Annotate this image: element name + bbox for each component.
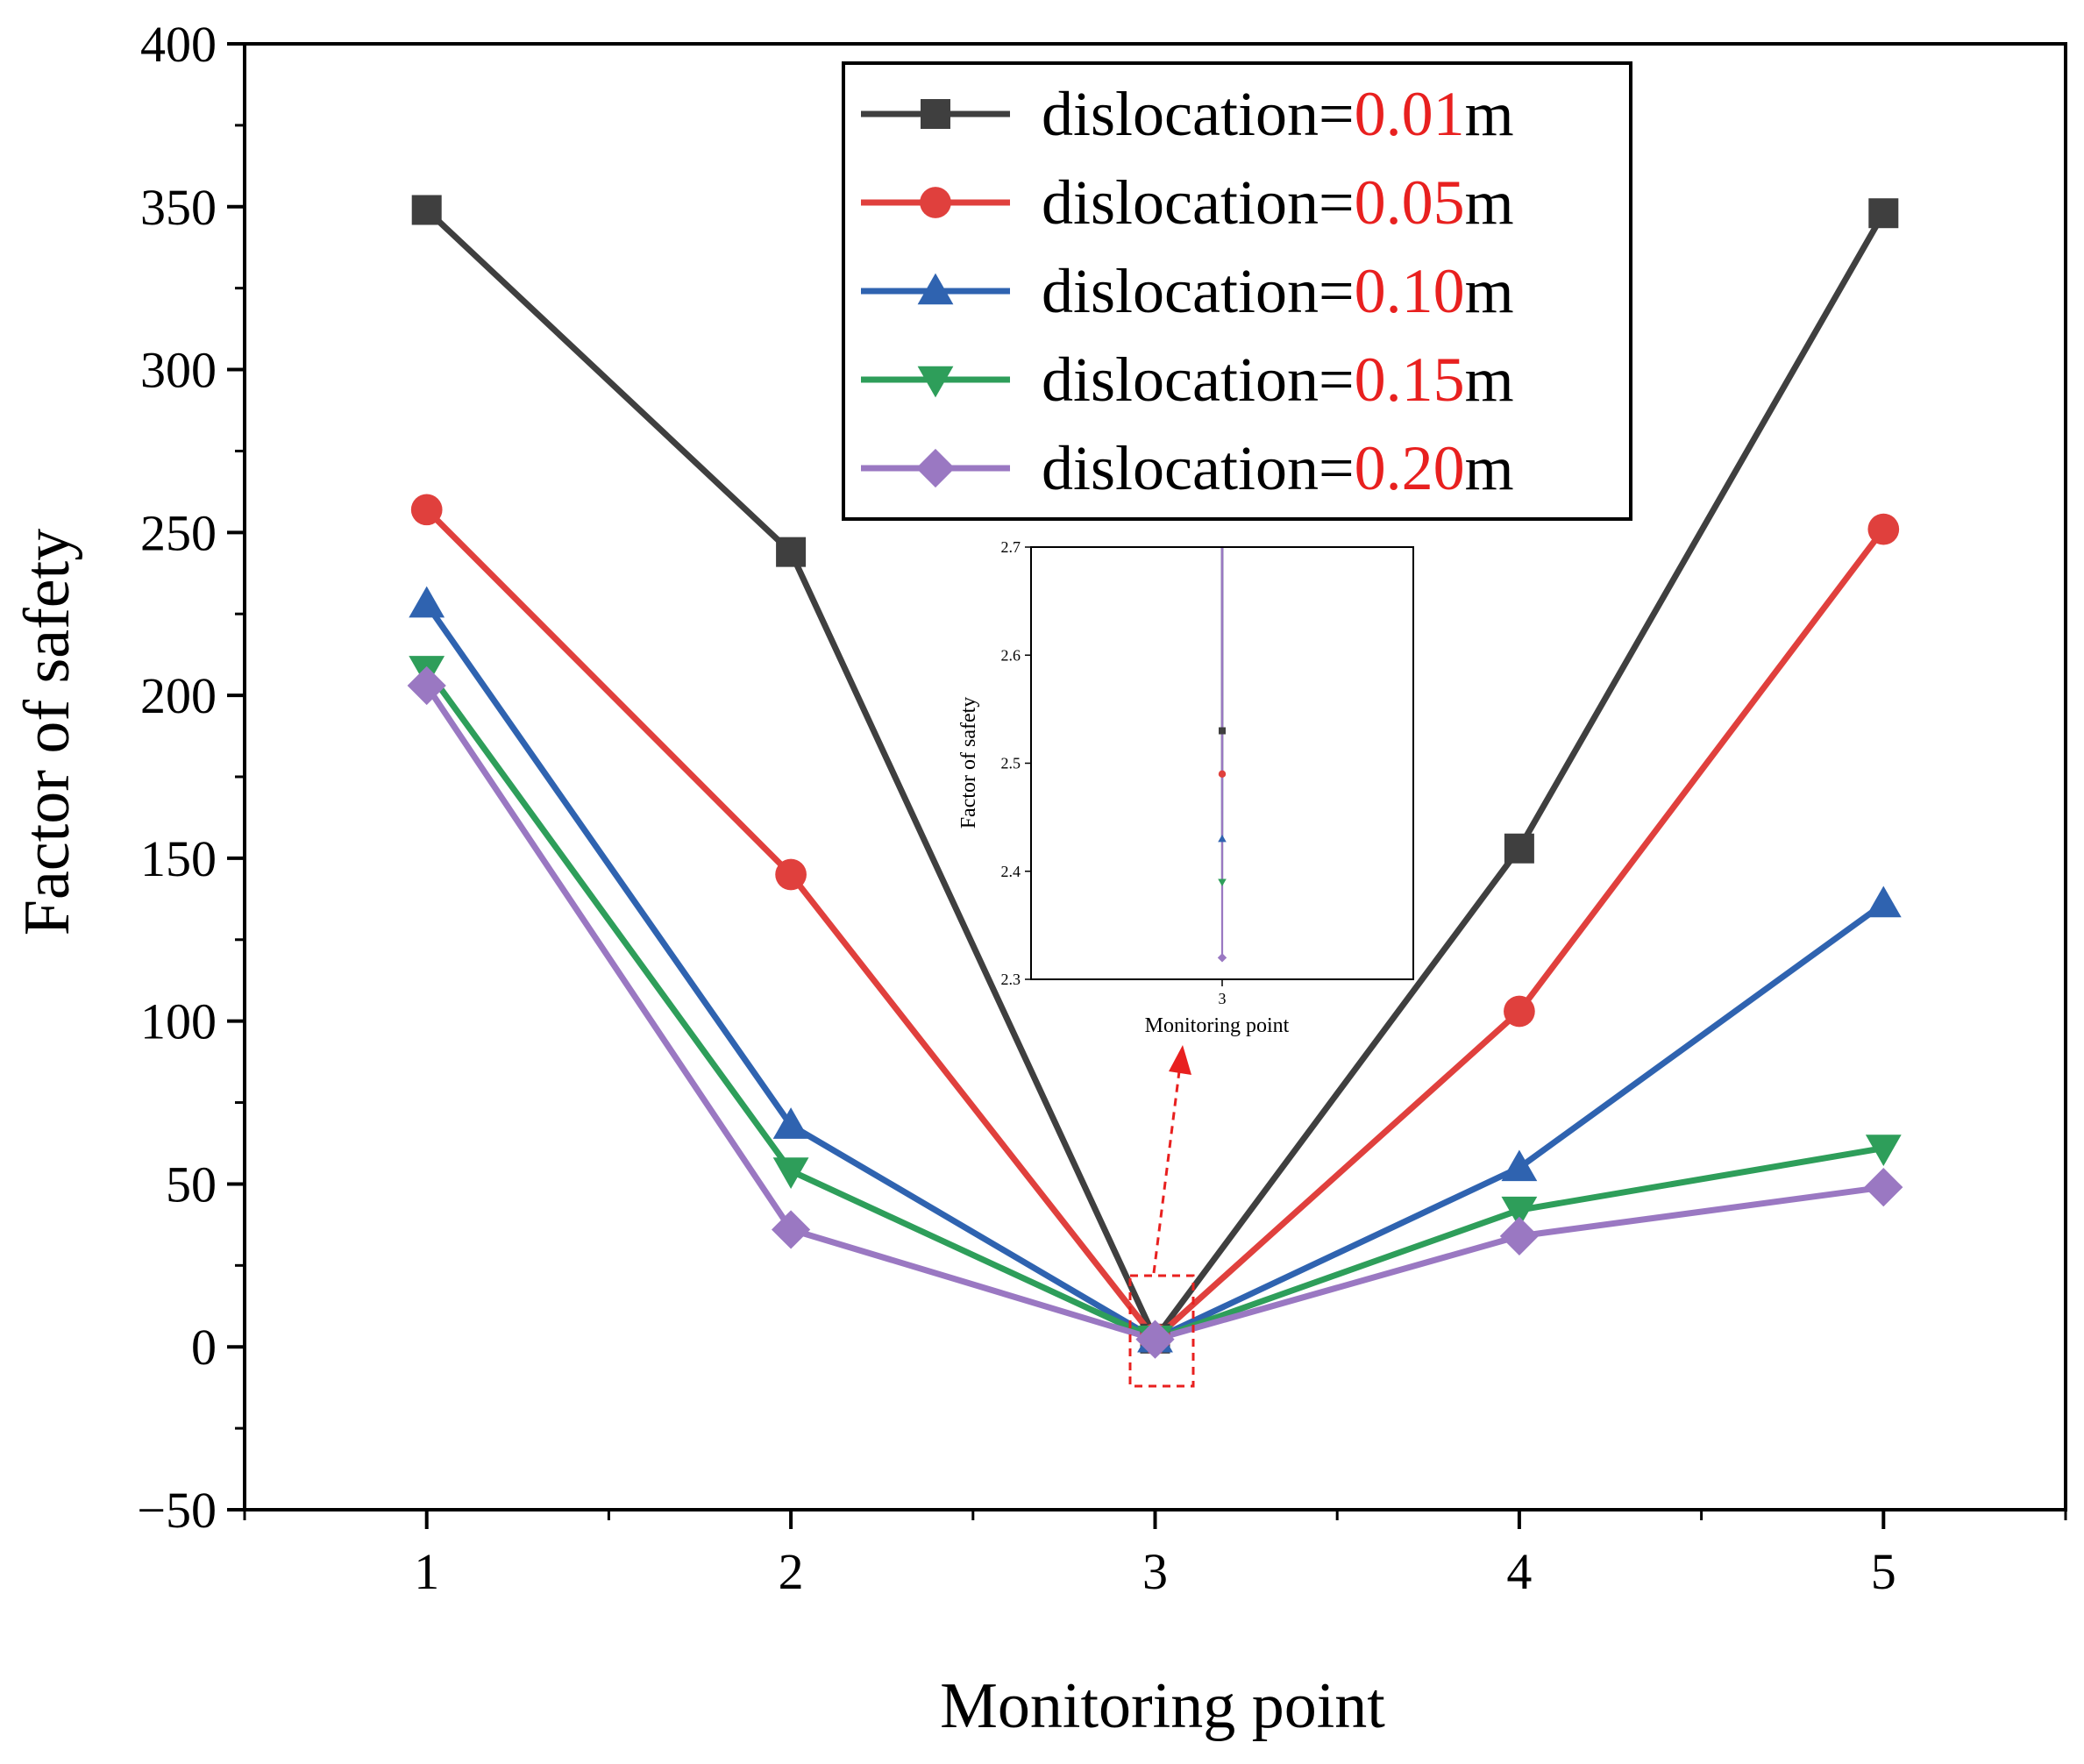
legend-label-value: 0.15 <box>1355 345 1465 415</box>
legend: dislocation=0.01mdislocation=0.05mdisloc… <box>842 61 1632 521</box>
inset-labels: Monitoring point Factor of safety <box>957 697 1290 1037</box>
y-tick-label: 250 <box>140 504 217 561</box>
zoom-highlight <box>1128 1045 1195 1388</box>
inset-data-point <box>1218 770 1227 779</box>
legend-label-prefix: dislocation= <box>1042 433 1355 503</box>
y-tick-label: 50 <box>166 1156 217 1213</box>
zoom-box <box>1128 1274 1195 1388</box>
y-tick-label: 0 <box>191 1319 217 1376</box>
data-point <box>1135 1319 1175 1359</box>
y-tick-label: 200 <box>140 667 217 724</box>
inset-data-point <box>1217 953 1227 963</box>
y-tick-label: 350 <box>140 179 217 236</box>
y-tick-label: 100 <box>140 993 217 1050</box>
legend-label-prefix: dislocation= <box>1042 256 1355 326</box>
legend-label-value: 0.10 <box>1355 256 1465 326</box>
inset-x-axis-label: Monitoring point <box>1145 1014 1290 1037</box>
legend-label: dislocation=0.10m <box>1042 256 1514 326</box>
x-tick-label: 5 <box>1871 1543 1896 1600</box>
inset-y-axis-label: Factor of safety <box>957 697 980 829</box>
y-tick-label: 400 <box>140 16 217 73</box>
zoom-arrow-head <box>1169 1045 1191 1075</box>
zoom-arrow-line <box>1152 1070 1181 1274</box>
x-tick-label: 2 <box>779 1543 804 1600</box>
legend-label: dislocation=0.01m <box>1042 79 1514 149</box>
x-axis-label: Monitoring point <box>940 1670 1385 1742</box>
y-tick-label: 300 <box>140 342 217 399</box>
legend-marker <box>917 366 954 398</box>
data-point <box>1867 513 1900 545</box>
data-point <box>775 858 807 891</box>
legend-label-unit: m <box>1465 433 1514 503</box>
legend-marker <box>920 187 951 218</box>
data-point <box>772 1107 809 1139</box>
inset-y-tick-label: 2.4 <box>1001 863 1021 880</box>
y-axis-label: Factor of safety <box>11 529 83 935</box>
data-point <box>409 586 445 618</box>
legend-label-unit: m <box>1465 256 1514 326</box>
legend-marker <box>917 273 954 305</box>
data-point <box>1864 1168 1903 1207</box>
legend-marker <box>921 99 950 129</box>
inset-y-tick-label: 2.7 <box>1001 538 1021 556</box>
legend-label-value: 0.01 <box>1355 79 1465 149</box>
x-tick-label: 1 <box>414 1543 439 1600</box>
legend-label-prefix: dislocation= <box>1042 79 1355 149</box>
inset-y-tick-label: 2.3 <box>1001 971 1021 988</box>
x-tick-label: 3 <box>1142 1543 1168 1600</box>
inset-data-point <box>1218 834 1227 843</box>
inset-x-tick-label: 3 <box>1219 990 1227 1007</box>
legend-label-prefix: dislocation= <box>1042 345 1355 415</box>
legend-label-unit: m <box>1465 79 1514 149</box>
legend-label: dislocation=0.05m <box>1042 167 1514 238</box>
legend-label-unit: m <box>1465 167 1514 238</box>
data-point <box>776 537 807 567</box>
x-tick-label: 4 <box>1506 1543 1532 1600</box>
legend-label: dislocation=0.20m <box>1042 433 1514 503</box>
inset-y-tick-label: 2.5 <box>1001 755 1021 772</box>
legend-marker <box>915 448 956 488</box>
data-point <box>1504 995 1535 1028</box>
legend-label: dislocation=0.15m <box>1042 345 1514 415</box>
data-point <box>1504 833 1534 864</box>
data-point <box>1501 1149 1538 1182</box>
data-point <box>1868 198 1899 229</box>
data-point <box>1865 886 1902 918</box>
data-point <box>1499 1216 1539 1255</box>
legend-label-prefix: dislocation= <box>1042 167 1355 238</box>
legend-label-value: 0.20 <box>1355 433 1465 503</box>
y-tick-label: 150 <box>140 830 217 887</box>
inset-data-point <box>1218 878 1227 886</box>
data-point <box>772 1157 809 1189</box>
inset-series-group <box>1217 547 1227 963</box>
data-point <box>411 195 442 225</box>
inset-zoom-plot: 2.3 2.4 2.5 2.6 2.7 3 <box>1001 538 1414 1007</box>
inset-y-tick-label: 2.6 <box>1001 646 1021 664</box>
data-point <box>1865 1135 1902 1166</box>
data-point <box>772 1210 811 1249</box>
main-plot-area: −50 0 50 100 150 200 250 300 350 400 1 2 3 4 5 <box>137 16 2067 1600</box>
data-point <box>410 494 443 526</box>
inset-data-point <box>1219 727 1226 735</box>
y-tick-label: −50 <box>137 1482 217 1539</box>
data-point <box>407 665 446 706</box>
legend-label-unit: m <box>1465 345 1514 415</box>
data-point <box>1501 1196 1538 1228</box>
legend-label-value: 0.05 <box>1355 167 1465 238</box>
